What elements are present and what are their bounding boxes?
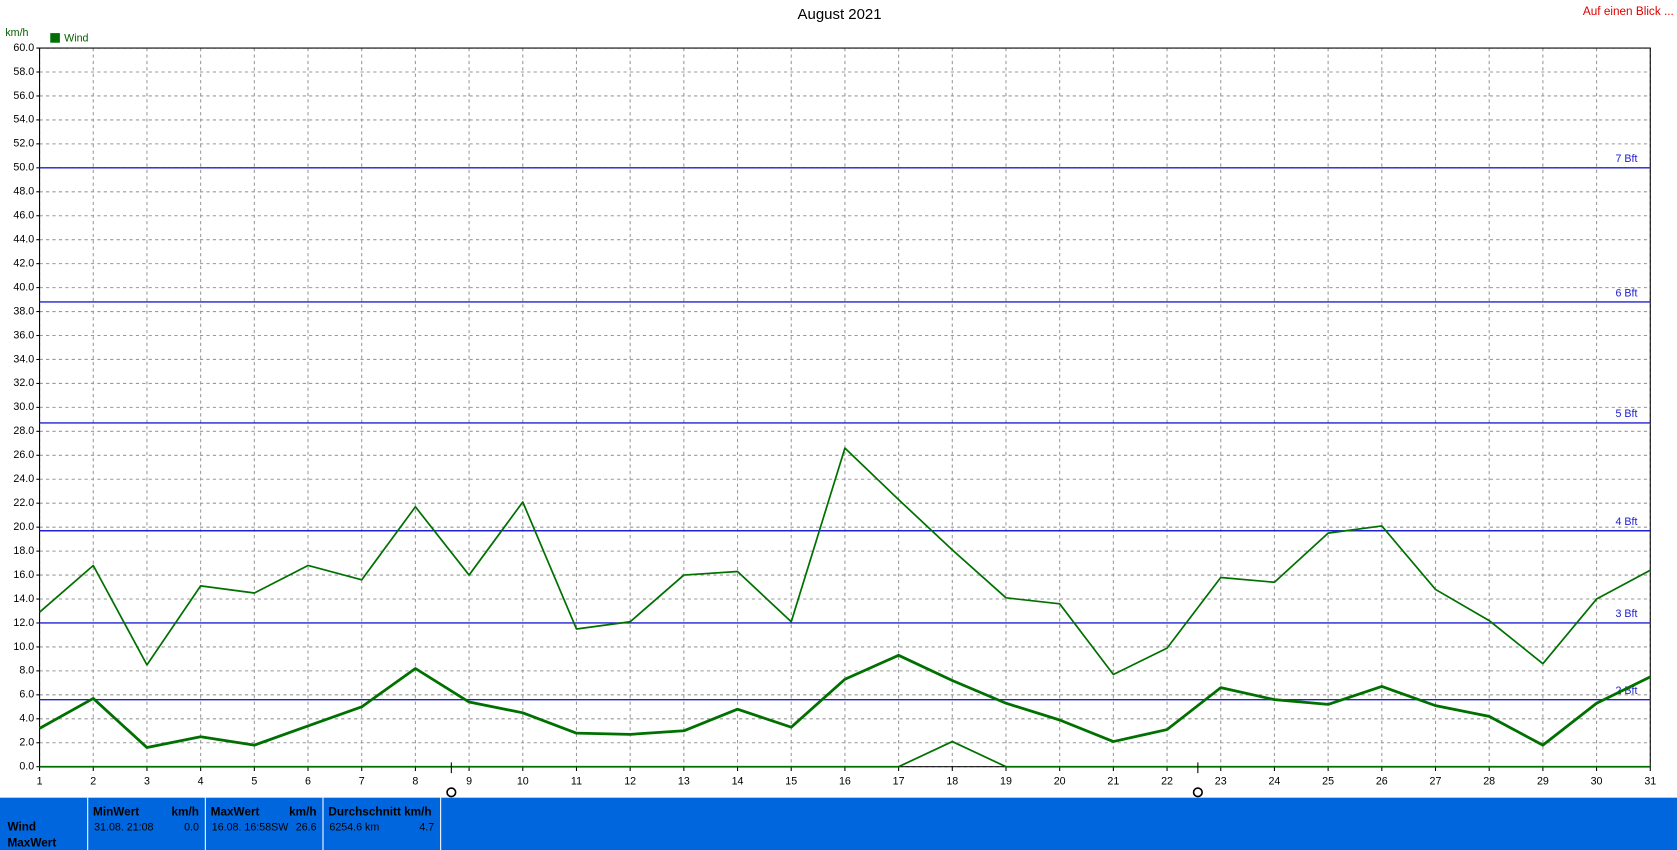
y-tick-label: 54.0 [13, 114, 34, 126]
beaufort-label: 5 Bft [1615, 408, 1637, 420]
beaufort-label: 2 Bft [1615, 685, 1637, 697]
y-tick-label: 2.0 [19, 737, 34, 749]
y-tick-label: 6.0 [19, 689, 34, 701]
y-tick-label: 0.0 [19, 761, 34, 773]
beaufort-label: 3 Bft [1615, 608, 1637, 620]
cell-value: 4.7 [419, 821, 434, 833]
y-tick-label: 56.0 [13, 90, 34, 102]
marker [1192, 787, 1203, 798]
y-tick-label: 4.0 [19, 713, 34, 725]
beaufort-label: 7 Bft [1615, 153, 1637, 165]
y-tick-label: 50.0 [13, 162, 34, 174]
beaufort-label: 4 Bft [1615, 516, 1637, 528]
x-tick-label: 18 [946, 775, 958, 787]
x-tick-label: 9 [466, 775, 472, 787]
x-tick-label: 20 [1054, 775, 1066, 787]
cell-time: 6254.6 km [329, 821, 379, 833]
y-tick-label: 52.0 [13, 138, 34, 150]
x-tick-label: 13 [678, 775, 690, 787]
x-tick-label: 16 [839, 775, 851, 787]
y-tick-label: 40.0 [13, 281, 34, 293]
x-tick-label: 23 [1215, 775, 1227, 787]
y-tick-label: 12.0 [13, 617, 34, 629]
x-tick-label: 11 [571, 775, 582, 787]
x-tick-label: 1 [37, 775, 43, 787]
x-tick-label: 30 [1591, 775, 1603, 787]
overview-link[interactable]: Auf einen Blick ... [1583, 5, 1674, 18]
x-tick-label: 6 [305, 775, 311, 787]
x-tick-label: 3 [144, 775, 150, 787]
x-tick-label: 5 [251, 775, 257, 787]
marker [446, 787, 457, 798]
x-tick-label: 25 [1322, 775, 1334, 787]
cell-value: 0.0 [184, 821, 199, 833]
y-tick-label: 8.0 [19, 665, 34, 677]
x-tick-label: 2 [90, 775, 96, 787]
series-line [39, 740, 1651, 768]
y-tick-label: 10.0 [13, 641, 34, 653]
legend-swatch [50, 33, 60, 43]
x-tick-label: 21 [1107, 775, 1119, 787]
y-tick-label: 18.0 [13, 545, 34, 557]
x-tick-label: 7 [359, 775, 365, 787]
y-tick-label: 28.0 [13, 425, 34, 437]
x-tick-label: 10 [517, 775, 529, 787]
cell-time: 31.08. 21:08 [94, 821, 153, 833]
y-tick-label: 24.0 [13, 473, 34, 485]
y-tick-label: 32.0 [13, 377, 34, 389]
y-tick-label: 46.0 [13, 210, 34, 222]
y-tick-label: 60.0 [13, 42, 34, 54]
column-unit: km/h [289, 806, 316, 819]
x-tick-label: 4 [198, 775, 204, 787]
y-tick-label: 36.0 [13, 329, 34, 341]
series-line [38, 653, 1651, 749]
y-tick-label: 42.0 [13, 257, 34, 269]
x-tick-label: 26 [1376, 775, 1388, 787]
cell-value: 26.6 [296, 821, 317, 833]
x-tick-label: 8 [412, 775, 418, 787]
y-tick-label: 22.0 [13, 497, 34, 509]
x-tick-label: 14 [732, 775, 744, 787]
x-tick-label: 24 [1268, 775, 1280, 787]
x-tick-label: 12 [624, 775, 636, 787]
x-tick-label: 28 [1483, 775, 1495, 787]
column-unit: km/h [171, 806, 198, 819]
x-tick-label: 29 [1537, 775, 1549, 787]
chart-title: August 2021 [798, 6, 882, 23]
x-tick-label: 17 [893, 775, 905, 787]
beaufort-label: 6 Bft [1615, 287, 1637, 299]
y-tick-label: 48.0 [13, 186, 34, 198]
row-label: MaxWert [7, 837, 56, 850]
y-tick-label: 26.0 [13, 449, 34, 461]
series-line [39, 447, 1651, 676]
column-header: Durchschnitt km/h [328, 806, 431, 819]
column-header: MaxWert [211, 806, 260, 819]
summary-panel [0, 797, 1677, 850]
y-tick-label: 30.0 [13, 401, 34, 413]
column-header: MinWert [93, 806, 139, 819]
legend-label: Wind [64, 32, 88, 44]
x-tick-label: 19 [1000, 775, 1012, 787]
y-tick-label: 58.0 [13, 66, 34, 78]
y-axis-label: km/h [5, 27, 28, 39]
y-tick-label: 16.0 [13, 569, 34, 581]
y-tick-label: 34.0 [13, 353, 34, 365]
y-tick-label: 20.0 [13, 521, 34, 533]
x-tick-label: 22 [1161, 775, 1173, 787]
cell-time: 16.08. 16:58SW [212, 821, 290, 833]
y-tick-label: 44.0 [13, 234, 34, 246]
y-tick-label: 14.0 [13, 593, 34, 605]
row-label: Wind [7, 821, 36, 834]
x-tick-label: 27 [1430, 775, 1442, 787]
x-tick-label: 31 [1644, 775, 1656, 787]
x-tick-label: 15 [785, 775, 797, 787]
y-tick-label: 38.0 [13, 305, 34, 317]
